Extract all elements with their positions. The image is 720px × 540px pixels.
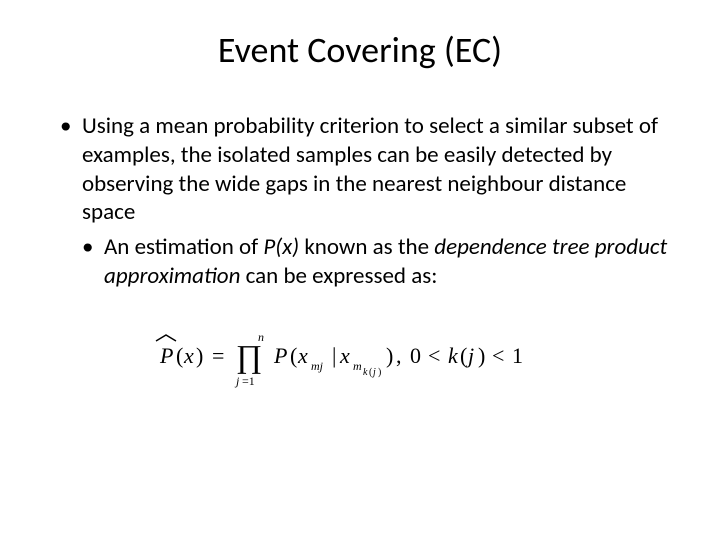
formula-svg: P ( x ) = ∏ n j =1 P ( x mj | x m k ( j … — [150, 323, 570, 393]
svg-text:1: 1 — [512, 343, 523, 368]
bullet-2-mid: known as the — [299, 233, 434, 261]
svg-text:P: P — [273, 343, 287, 368]
svg-text:=1: =1 — [242, 374, 255, 388]
formula: P ( x ) = ∏ n j =1 P ( x mj | x m k ( j … — [40, 323, 680, 398]
svg-text:): ) — [386, 343, 393, 368]
svg-text:j: j — [234, 374, 240, 388]
svg-text:<: < — [492, 343, 504, 368]
svg-text:): ) — [196, 343, 203, 368]
svg-text:=: = — [212, 343, 224, 368]
slide: Event Covering (EC) Using a mean probabi… — [0, 0, 720, 540]
svg-text:): ) — [478, 343, 485, 368]
bullet-2-suffix: can be expressed as: — [240, 262, 437, 290]
svg-text:|: | — [332, 343, 336, 368]
bullet-2-px: P(x) — [263, 233, 299, 261]
svg-text:x: x — [183, 343, 194, 368]
svg-text:m: m — [353, 359, 362, 373]
bullet-2: An estimation of P(x) known as the depen… — [82, 233, 680, 291]
svg-text:mj: mj — [311, 359, 324, 373]
svg-text:P: P — [159, 343, 173, 368]
svg-text:(: ( — [290, 343, 297, 368]
svg-text:x: x — [339, 343, 350, 368]
bullet-list: Using a mean probability criterion to se… — [40, 112, 680, 291]
page-title: Event Covering (EC) — [40, 28, 680, 72]
svg-text:,: , — [396, 343, 402, 368]
svg-text:x: x — [297, 343, 308, 368]
bullet-1: Using a mean probability criterion to se… — [60, 112, 680, 227]
svg-text:<: < — [428, 343, 440, 368]
bullet-2-prefix: An estimation of — [104, 233, 263, 261]
svg-text:(: ( — [460, 343, 467, 368]
svg-text:k: k — [363, 367, 368, 378]
svg-text:k: k — [448, 343, 459, 368]
svg-text:): ) — [378, 367, 381, 378]
svg-text:n: n — [258, 330, 264, 344]
svg-text:0: 0 — [410, 343, 421, 368]
svg-text:(: ( — [176, 343, 183, 368]
